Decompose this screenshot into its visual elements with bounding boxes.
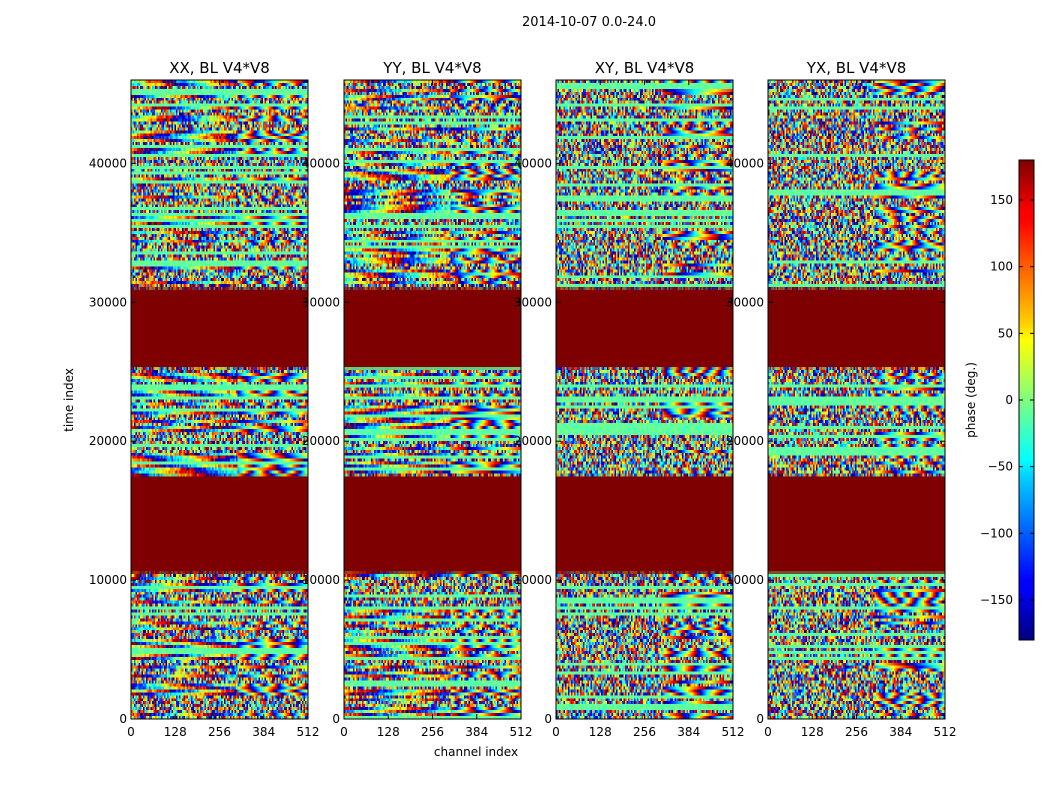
x-tick-label: 256 — [845, 725, 868, 739]
y-tick-label: 20000 — [726, 434, 764, 448]
x-axis-label: channel index — [434, 745, 518, 759]
heatmap-image-4 — [768, 80, 945, 719]
y-tick-label: 10000 — [302, 573, 340, 587]
x-tick-label: 256 — [633, 725, 656, 739]
x-tick-label: 384 — [252, 725, 275, 739]
panel-3: XY, BL V4*V8 0 128 256 384 512 0 10000 20000 3000… — [514, 59, 745, 739]
y-tick-label: 0 — [332, 712, 340, 726]
panel-title: YY, BL V4*V8 — [382, 59, 481, 77]
x-tick-label: 512 — [297, 725, 320, 739]
x-tick-label: 128 — [589, 725, 612, 739]
y-tick-label: 30000 — [89, 295, 127, 309]
panel-title: YX, BL V4*V8 — [806, 59, 907, 77]
y-tick-label: 20000 — [514, 434, 552, 448]
y-axis-label: time index — [62, 368, 76, 432]
colorbar-label: phase (deg.) — [964, 362, 978, 438]
y-tick-label: 20000 — [89, 434, 127, 448]
heatmap-image-3 — [556, 80, 733, 719]
y-tick-label: 10000 — [726, 573, 764, 587]
x-tick-label: 0 — [127, 725, 135, 739]
x-tick-label: 128 — [801, 725, 824, 739]
colorbar-tick-label: 100 — [990, 260, 1013, 274]
y-tick-label: 10000 — [514, 573, 552, 587]
colorbar-tick-label: 0 — [1005, 393, 1013, 407]
y-tick-label: 0 — [756, 712, 764, 726]
y-tick-label: 0 — [119, 712, 127, 726]
x-tick-label: 256 — [421, 725, 444, 739]
y-tick-label: 40000 — [726, 156, 764, 170]
y-tick-label: 10000 — [89, 573, 127, 587]
x-tick-label: 384 — [677, 725, 700, 739]
colorbar-ticks: 150 100 50 0 −50 −100 −150 — [980, 193, 1034, 607]
y-tick-label: 0 — [544, 712, 552, 726]
x-tick-label: 512 — [510, 725, 533, 739]
x-tick-label: 128 — [164, 725, 187, 739]
panel-title: XX, BL V4*V8 — [169, 59, 270, 77]
x-tick-label: 384 — [889, 725, 912, 739]
x-tick-label: 512 — [934, 725, 957, 739]
colorbar-tick-label: −100 — [980, 526, 1013, 540]
panel-1: XX, BL V4*V8 0 128 256 384 512 0 10000 20000 3000… — [89, 59, 320, 739]
panel-title: XY, BL V4*V8 — [595, 59, 695, 77]
figure-suptitle: 2014-10-07 0.0-24.0 — [522, 15, 656, 30]
y-tick-label: 30000 — [514, 295, 552, 309]
y-tick-label: 40000 — [514, 156, 552, 170]
panel-4: YX, BL V4*V8 0 128 256 384 512 0 10000 20000 3000… — [726, 59, 957, 739]
heatmap-image-2 — [344, 80, 521, 719]
panels: XX, BL V4*V8 0 128 256 384 512 0 10000 20000 3000… — [89, 59, 957, 739]
x-tick-label: 0 — [764, 725, 772, 739]
y-tick-label: 40000 — [89, 156, 127, 170]
panel-2: YY, BL V4*V8 0 128 256 384 512 0 10000 20000 3000… — [302, 59, 533, 739]
colorbar-tick-label: 150 — [990, 193, 1013, 207]
x-tick-label: 384 — [465, 725, 488, 739]
colorbar-tick-label: −150 — [980, 593, 1013, 607]
x-tick-label: 0 — [552, 725, 560, 739]
x-tick-label: 512 — [722, 725, 745, 739]
colorbar-tick-label: −50 — [988, 460, 1013, 474]
y-tick-label: 30000 — [726, 295, 764, 309]
y-tick-label: 40000 — [302, 156, 340, 170]
y-tick-label: 30000 — [302, 295, 340, 309]
colorbar: 150 100 50 0 −50 −100 −150 phase (deg.) — [964, 159, 1035, 641]
heatmap-image-1 — [131, 80, 308, 719]
x-tick-label: 128 — [377, 725, 400, 739]
x-tick-label: 0 — [340, 725, 348, 739]
colorbar-tick-label: 50 — [998, 326, 1013, 340]
x-tick-label: 256 — [208, 725, 231, 739]
y-tick-label: 20000 — [302, 434, 340, 448]
